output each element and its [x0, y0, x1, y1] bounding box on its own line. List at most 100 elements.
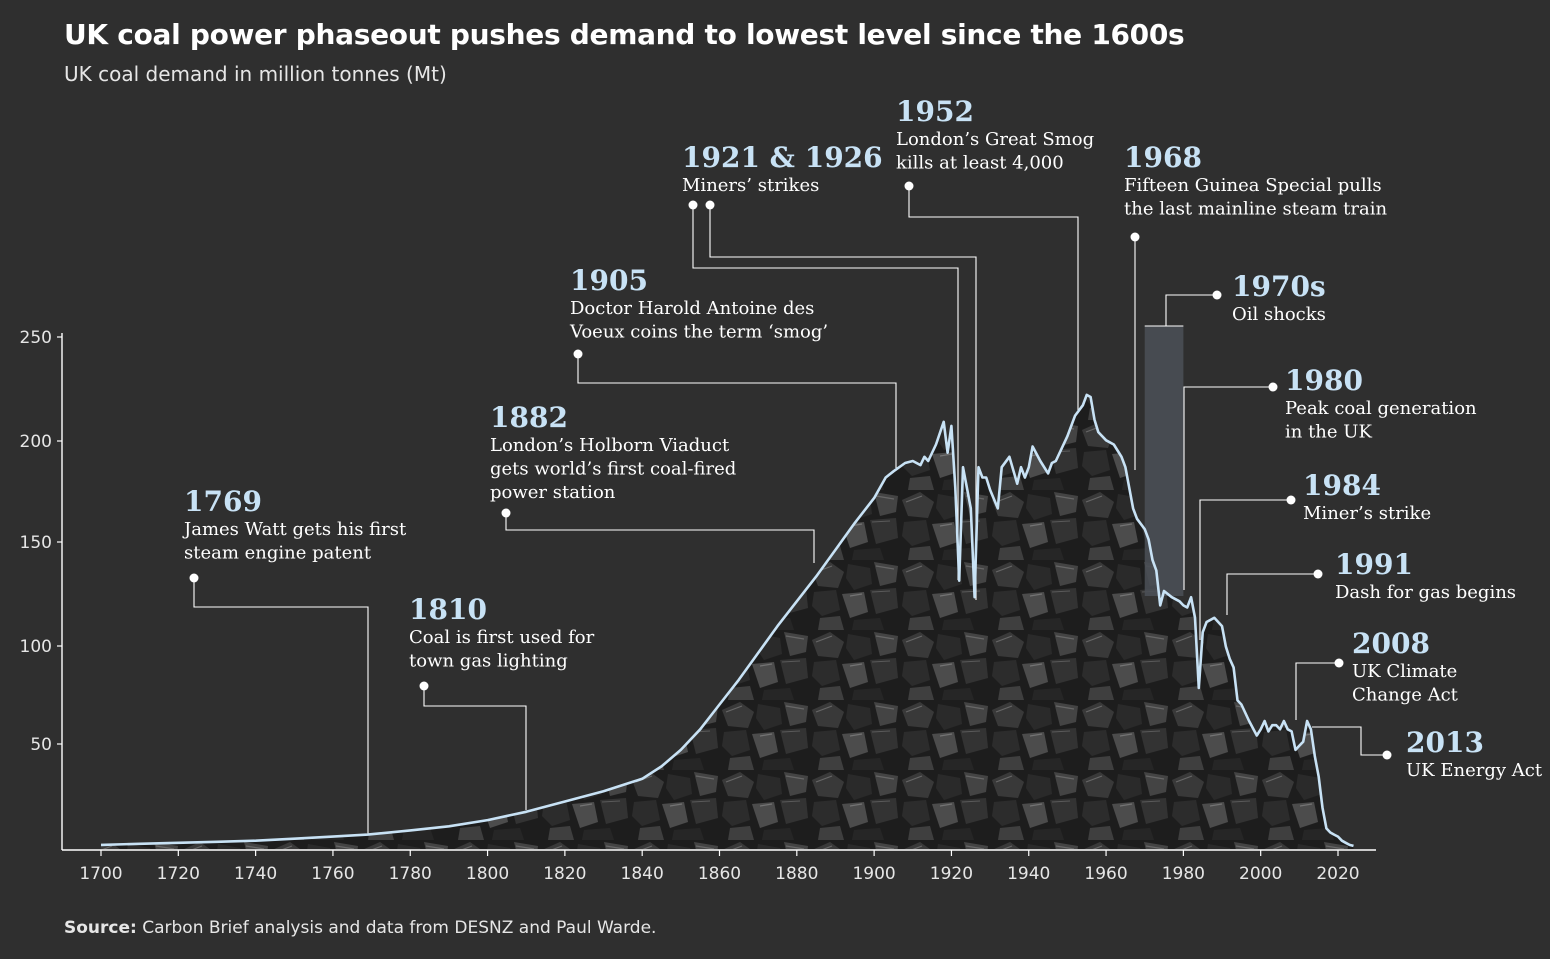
x-tick-label: 1820 [543, 864, 586, 884]
annotation-dot [688, 200, 698, 210]
chart-title: UK coal power phaseout pushes demand to … [64, 18, 1185, 51]
annotation-dot [904, 181, 914, 191]
annotation-year: 1970s [1232, 270, 1326, 303]
x-tick-label: 1920 [930, 864, 973, 884]
annotation-dot [189, 573, 199, 583]
annotation-leader-line [1165, 294, 1217, 326]
annotation-year: 1905 [570, 264, 648, 297]
source-text: Carbon Brief analysis and data from DESN… [136, 918, 657, 938]
annotation-dot [1382, 750, 1392, 760]
annotation-text: Coal is first used for [409, 627, 595, 648]
annotation-leader-line [423, 686, 527, 810]
annotation-year: 2008 [1352, 627, 1430, 660]
annotation-year: 1968 [1124, 141, 1202, 174]
x-tick-label: 2000 [1239, 864, 1282, 884]
annotation-text: Peak coal generation [1285, 398, 1477, 419]
x-tick-label: 1940 [1007, 864, 1050, 884]
annotation-text: Miner’s strike [1303, 503, 1431, 524]
annotation-text: London’s Holborn Viaduct [490, 435, 730, 456]
annotation-leader-line [505, 513, 815, 563]
annotation-dot [419, 681, 429, 691]
annotation-text: Miners’ strikes [682, 175, 819, 196]
annotation-text: gets world’s first coal-fired [490, 459, 736, 480]
x-tick-label: 1740 [234, 864, 277, 884]
x-tick-label: 1780 [389, 864, 432, 884]
y-tick-label: 150 [20, 533, 52, 553]
annotation-leader-line [692, 205, 959, 580]
annotation-dot [1212, 290, 1222, 300]
annotation-text: UK Climate [1352, 661, 1457, 682]
annotation-year: 1980 [1285, 364, 1363, 397]
coal-demand-area [101, 394, 1354, 849]
annotation-text: Dash for gas begins [1335, 582, 1516, 603]
annotation-text: steam engine patent [184, 543, 372, 564]
x-tick-label: 1960 [1084, 864, 1127, 884]
x-tick-label: 1800 [466, 864, 509, 884]
coal-demand-line [100, 393, 1354, 848]
annotation-text: Oil shocks [1232, 304, 1326, 325]
source-label: Source: [64, 918, 137, 938]
annotation-text: James Watt gets his first [182, 519, 407, 540]
annotation-text: UK Energy Act [1406, 760, 1543, 781]
annotation-year: 1769 [184, 485, 262, 518]
y-tick-label: 100 [20, 637, 52, 657]
annotation-leader-line [1183, 386, 1273, 590]
chart-subtitle: UK coal demand in million tonnes (Mt) [64, 62, 447, 86]
annotation-dot [501, 508, 511, 518]
annotation-text: Change Act [1352, 685, 1459, 706]
annotation-dot [1334, 658, 1344, 668]
annotation-leader-line [709, 205, 977, 600]
annotation-year: 2013 [1406, 726, 1484, 759]
annotation-year: 1882 [490, 401, 568, 434]
annotation-dot [705, 200, 715, 210]
annotation-text: the last mainline steam train [1124, 199, 1387, 220]
x-tick-label: 1860 [698, 864, 741, 884]
x-tick-label: 1720 [157, 864, 200, 884]
y-tick-label: 50 [30, 735, 52, 755]
annotation-year: 1921 & 1926 [682, 141, 883, 174]
annotation-dot [1268, 382, 1278, 392]
x-tick-label: 1700 [79, 864, 122, 884]
annotation-dot [1313, 569, 1323, 579]
annotation-year: 1984 [1303, 469, 1381, 502]
annotation-text: in the UK [1285, 422, 1372, 443]
x-tick-label: 2020 [1316, 864, 1359, 884]
x-tick-label: 1880 [775, 864, 818, 884]
annotation-leader-line [1199, 499, 1291, 640]
annotation-text: Doctor Harold Antoine des [570, 298, 814, 319]
annotation-text: power station [490, 482, 616, 503]
annotation-leader-line [577, 354, 897, 468]
x-tick-label: 1840 [621, 864, 664, 884]
x-tick-label: 1900 [852, 864, 895, 884]
annotation-year: 1810 [409, 593, 487, 626]
annotation-leader-line [1312, 726, 1387, 756]
annotation-leader-line [193, 578, 369, 834]
annotation-year: 1991 [1335, 548, 1413, 581]
annotation-leader-line [1295, 662, 1339, 720]
y-tick-label: 250 [20, 328, 52, 348]
annotation-dot [573, 349, 583, 359]
annotation-text: Voeux coins the term ‘smog’ [569, 322, 828, 343]
annotation-dot [1286, 495, 1296, 505]
x-tick-label: 1760 [311, 864, 354, 884]
x-tick-label: 1980 [1162, 864, 1205, 884]
annotation-leader-line [908, 186, 1079, 410]
annotation-text: Fifteen Guinea Special pulls [1124, 175, 1382, 196]
annotation-text: kills at least 4,000 [896, 153, 1064, 174]
annotation-leader-line [1226, 573, 1318, 615]
y-tick-label: 200 [20, 432, 52, 452]
annotation-text: town gas lighting [409, 651, 568, 672]
